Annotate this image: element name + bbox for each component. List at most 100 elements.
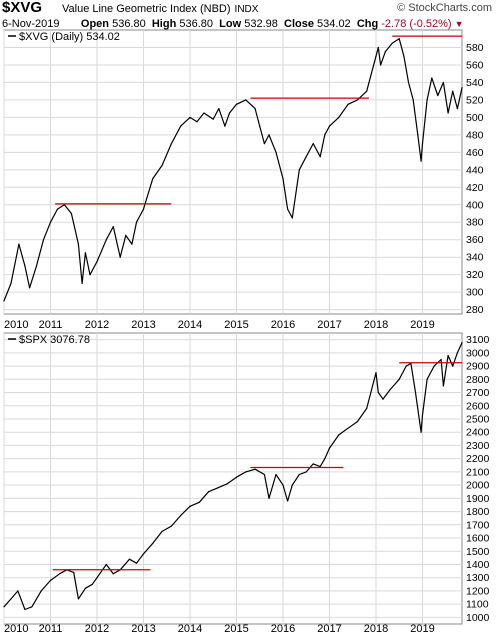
price-point	[426, 378, 428, 380]
price-point	[282, 177, 284, 180]
price-point	[442, 385, 445, 387]
price-point	[112, 226, 114, 228]
price-point	[452, 365, 454, 367]
price-point	[403, 55, 405, 57]
price-point	[447, 112, 449, 114]
price-point	[59, 573, 61, 575]
y-tick-label: 440	[466, 164, 484, 176]
price-point	[180, 125, 182, 127]
plot-frame	[3, 29, 463, 315]
price-point	[375, 55, 377, 57]
quote-date: 6-Nov-2019	[2, 18, 60, 30]
price-point	[84, 252, 86, 254]
price-point	[275, 151, 277, 153]
y-tick-label: 2700	[466, 387, 490, 399]
price-point	[291, 484, 293, 486]
price-point	[135, 221, 138, 223]
x-tick-label: 2015	[224, 319, 248, 331]
y-tick-label: 580	[466, 42, 484, 54]
price-point	[207, 491, 210, 493]
price-point	[268, 497, 270, 499]
y-tick-label: 420	[466, 182, 484, 194]
price-point	[161, 164, 163, 167]
price-point	[235, 103, 238, 105]
price-point	[384, 51, 386, 53]
index-description: Value Line Geometric Index (NBD) INDX	[62, 3, 258, 15]
price-point	[77, 243, 79, 245]
description-text: Value Line Geometric Index (NBD)	[62, 3, 231, 15]
chg-value: -2.78 (-0.52%)	[381, 18, 452, 30]
y-tick-label: 2800	[466, 374, 490, 386]
x-tick-label: 2016	[271, 319, 295, 331]
price-point	[447, 354, 449, 357]
price-point	[189, 505, 191, 507]
price-point	[420, 431, 422, 433]
price-point	[356, 421, 358, 423]
x-tick-label: 2011	[39, 623, 63, 635]
y-tick-label: 1500	[466, 546, 490, 558]
price-point	[398, 38, 400, 40]
y-tick-label: 520	[466, 94, 484, 106]
high-label: High	[151, 18, 177, 30]
price-point	[180, 514, 182, 517]
price-point	[84, 587, 86, 589]
price-point	[377, 46, 379, 49]
low-label: Low	[219, 18, 242, 30]
price-point	[407, 81, 410, 84]
price-point	[287, 500, 289, 502]
price-point	[319, 465, 321, 468]
x-tick-label: 2017	[317, 623, 341, 635]
price-point	[42, 239, 45, 241]
price-point	[338, 434, 340, 436]
x-tick-label: 2012	[85, 319, 109, 331]
y-tick-label: 3100	[466, 334, 490, 346]
open-label: Open	[80, 18, 110, 30]
price-point	[324, 458, 326, 460]
y-tick-label: 1200	[466, 585, 490, 597]
price-point	[128, 558, 131, 560]
price-point	[224, 125, 226, 127]
price-point	[56, 208, 59, 210]
x-tick-label: 2019	[410, 319, 434, 331]
price-point	[461, 342, 463, 344]
symbol: $XVG	[2, 0, 43, 16]
price-point	[305, 156, 307, 158]
series-legend: $XVG (Daily) 534.02	[8, 31, 120, 43]
price-point	[452, 90, 454, 92]
y-tick-label: 2000	[466, 480, 490, 492]
y-tick-label: 1800	[466, 506, 490, 518]
legend-label: $SPX 3076.78	[19, 334, 90, 346]
price-point	[142, 208, 145, 210]
price-point	[198, 501, 200, 503]
low-value: 532.98	[244, 18, 278, 30]
price-point	[382, 398, 384, 400]
price-point	[433, 365, 435, 367]
y-tick-label: 340	[466, 252, 484, 264]
price-point	[81, 282, 83, 285]
x-tick-label: 2012	[85, 623, 109, 635]
price-point	[328, 447, 331, 449]
price-point	[105, 563, 107, 566]
x-tick-label: 2017	[317, 319, 341, 331]
price-point	[245, 471, 247, 473]
y-tick-label: 2300	[466, 440, 490, 452]
x-tick-label: 2011	[39, 319, 63, 331]
price-point	[456, 108, 458, 110]
price-point	[189, 116, 191, 118]
price-point	[377, 391, 379, 394]
close-value: 534.02	[317, 18, 351, 30]
y-tick-label: 300	[466, 287, 484, 299]
price-point	[91, 583, 93, 585]
y-tick-label: 1100	[466, 599, 489, 611]
y-tick-label: 2400	[466, 427, 490, 439]
price-point	[380, 64, 382, 66]
price-point	[70, 212, 73, 215]
y-tick-label: 2500	[466, 413, 490, 425]
price-point	[421, 143, 424, 145]
price-point	[347, 427, 349, 429]
price-point	[203, 112, 205, 114]
price-point	[119, 256, 121, 258]
price-point	[77, 598, 79, 600]
price-point	[142, 553, 145, 555]
price-point	[254, 468, 256, 470]
